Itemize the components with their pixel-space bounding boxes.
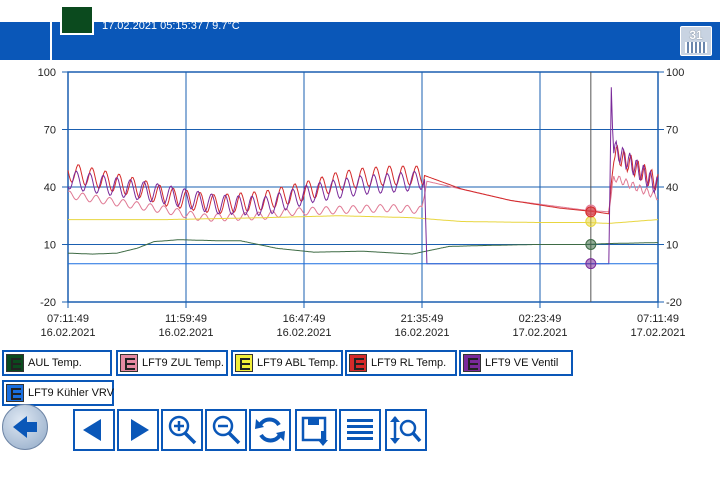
series-line xyxy=(67,175,659,222)
cursor-point[interactable] xyxy=(585,216,597,227)
cursor-readout: 17.02.2021 05:15:37 / 9.7°C xyxy=(102,20,240,32)
series-toggle-icon xyxy=(349,354,367,372)
series-toggle-icon xyxy=(6,384,24,402)
legend-item[interactable]: AUL Temp. xyxy=(2,350,112,376)
series-toggle-icon xyxy=(235,354,253,372)
x-tick-date: 16.02.2021 xyxy=(158,327,213,339)
x-tick-time: 07:11:49 xyxy=(637,313,679,325)
chart-cursor[interactable] xyxy=(585,72,597,302)
arrow-left-icon xyxy=(83,419,101,441)
legend-item[interactable]: LFT9 ZUL Temp. xyxy=(116,350,228,376)
arrow-right-icon xyxy=(131,419,149,441)
legend-label: LFT9 VE Ventil xyxy=(485,357,559,369)
refresh-icon xyxy=(255,417,285,443)
series-toggle-icon xyxy=(6,354,24,372)
y-tick-label-right: 70 xyxy=(666,125,678,137)
series-line xyxy=(68,215,659,224)
legend-item[interactable]: LFT9 VE Ventil xyxy=(459,350,573,376)
list-button[interactable] xyxy=(339,409,381,451)
y-tick-label-right: 100 xyxy=(666,67,684,79)
y-tick-label-left: 70 xyxy=(44,125,56,137)
prev-button[interactable] xyxy=(73,409,115,451)
y-tick-label-right: 40 xyxy=(666,182,678,194)
legend-item[interactable]: LFT9 Kühler VRV xyxy=(2,380,114,406)
y-tick-label-left: 100 xyxy=(38,67,56,79)
calendar-button[interactable]: 31 xyxy=(680,26,712,56)
chart-grid xyxy=(62,71,664,308)
legend-item[interactable]: LFT9 ABL Temp. xyxy=(231,350,343,376)
x-tick-time: 21:35:49 xyxy=(401,313,444,325)
zoom-out-icon xyxy=(212,415,241,445)
back-button[interactable] xyxy=(2,404,48,450)
x-tick-date: 17.02.2021 xyxy=(630,327,685,339)
cursor-point[interactable] xyxy=(585,206,597,218)
legend-label: LFT9 RL Temp. xyxy=(371,357,447,369)
back-arrow-icon xyxy=(13,416,37,438)
x-tick-time: 02:23:49 xyxy=(519,313,562,325)
save-button[interactable] xyxy=(295,409,337,451)
legend-item[interactable]: LFT9 RL Temp. xyxy=(345,350,457,376)
x-tick-time: 16:47:49 xyxy=(283,313,326,325)
chart-series xyxy=(67,87,659,265)
series-line xyxy=(67,239,658,255)
trend-chart[interactable]: 100 100 70 70 40 40 10 10 -20 -20 07:11:49 16.02.20… xyxy=(0,60,720,344)
series-toggle-icon xyxy=(463,354,481,372)
series-line xyxy=(67,144,659,215)
zoom-in-button[interactable] xyxy=(161,409,203,451)
cursor-point[interactable] xyxy=(585,258,597,270)
calendar-day: 31 xyxy=(689,28,703,42)
y-tick-label-right: -20 xyxy=(666,297,682,309)
y-tick-label-left: -20 xyxy=(40,297,56,309)
header-left-block xyxy=(0,22,52,60)
legend-label: LFT9 ZUL Temp. xyxy=(142,357,224,369)
y-tick-label-right: 10 xyxy=(666,240,678,252)
legend-label: LFT9 Kühler VRV xyxy=(28,387,115,399)
next-button[interactable] xyxy=(117,409,159,451)
x-tick-date: 16.02.2021 xyxy=(276,327,331,339)
x-tick-time: 11:59:49 xyxy=(165,313,207,325)
vertical-zoom-button[interactable] xyxy=(385,409,427,451)
legend-label: LFT9 ABL Temp. xyxy=(257,357,339,369)
y-tick-label-left: 40 xyxy=(44,182,56,194)
zoom-out-button[interactable] xyxy=(205,409,247,451)
zoom-in-icon xyxy=(168,415,197,445)
x-tick-date: 17.02.2021 xyxy=(512,327,567,339)
cursor-point[interactable] xyxy=(585,239,597,250)
refresh-button[interactable] xyxy=(249,409,291,451)
chart-axis-ticks: 100 100 70 70 40 40 10 10 -20 -20 07:11:49 16.02.20… xyxy=(38,67,686,339)
header-bar xyxy=(0,22,720,60)
list-icon xyxy=(347,419,373,440)
vertical-zoom-icon xyxy=(390,416,422,444)
x-tick-date: 16.02.2021 xyxy=(394,327,449,339)
x-tick-time: 07:11:49 xyxy=(47,313,89,325)
x-tick-date: 16.02.2021 xyxy=(40,327,95,339)
y-tick-label-left: 10 xyxy=(44,240,56,252)
calendar-grid xyxy=(685,42,707,53)
series-color-swatch xyxy=(60,5,94,35)
series-toggle-icon xyxy=(120,354,138,372)
series-title: AUL Temp. xyxy=(102,5,156,17)
legend-label: AUL Temp. xyxy=(28,357,82,369)
save-icon xyxy=(301,416,328,446)
